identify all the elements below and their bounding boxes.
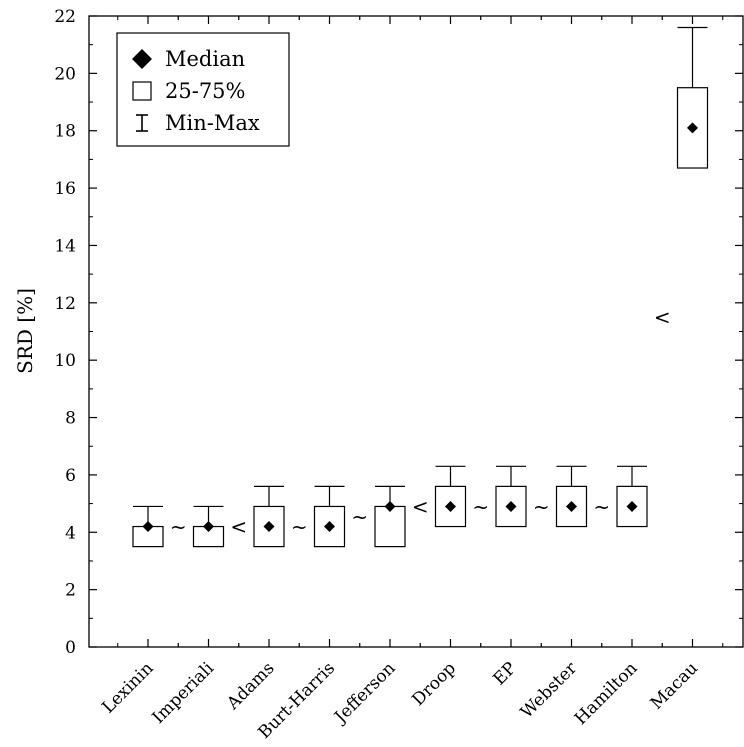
- y-tick-label: 18: [54, 122, 76, 142]
- x-tick-label: Lexinin: [98, 658, 157, 717]
- median-marker: [324, 521, 335, 533]
- legend-label: 25-75%: [165, 79, 246, 103]
- median-marker: [566, 500, 577, 512]
- box-imperiali: [192, 505, 225, 548]
- x-tick-label: EP: [490, 658, 521, 689]
- y-tick-label: 8: [65, 409, 76, 429]
- median-marker: [626, 500, 638, 512]
- box-burt-harris: [313, 485, 346, 548]
- y-tick-label: 14: [54, 236, 76, 256]
- relation-symbol: ~: [291, 515, 308, 539]
- y-tick-label: 16: [54, 179, 76, 199]
- legend-label: Median: [165, 47, 245, 71]
- y-axis-title: SRD [%]: [13, 288, 37, 374]
- median-marker: [263, 521, 275, 533]
- y-tick-label: 20: [54, 64, 76, 84]
- legend-entry: Median: [132, 47, 245, 71]
- relation-symbols: ~ < ~ ~ < ~ ~ ~ <: [170, 305, 671, 538]
- box-series: [132, 26, 709, 548]
- x-tick-label: Jefferson: [329, 658, 399, 728]
- median-marker: [142, 521, 154, 533]
- iqr-box: [374, 505, 406, 548]
- y-tick-label: 22: [54, 7, 76, 27]
- box-jefferson: [374, 485, 406, 548]
- median-marker: [505, 500, 517, 512]
- x-tick-label: Hamilton: [571, 658, 642, 729]
- legend-label: Min-Max: [165, 111, 260, 135]
- legend-entry: Min-Max: [136, 111, 260, 135]
- box-macau: [676, 26, 709, 169]
- legend-box-symbol: [132, 81, 152, 101]
- box-lexinin: [132, 505, 164, 548]
- relation-symbol: <: [412, 494, 429, 518]
- relation-symbol: <: [654, 305, 671, 329]
- box-adams: [253, 485, 285, 548]
- median-marker: [203, 521, 214, 533]
- y-tick-label: 4: [65, 523, 76, 543]
- y-tick-label: 10: [54, 351, 76, 371]
- y-tick-label: 0: [65, 638, 76, 658]
- x-tick-label: Droop: [408, 658, 460, 710]
- box-hamilton: [616, 465, 648, 528]
- relation-symbol: <: [230, 515, 247, 539]
- relation-symbol: ~: [472, 494, 489, 518]
- relation-symbol: ~: [351, 504, 368, 528]
- legend: Median 25-75% Min-Max: [116, 32, 290, 147]
- x-tick-label: Macau: [647, 658, 702, 713]
- y-axis: 0 2 4 6 8 10 12 14 16 18 20 22: [54, 7, 743, 658]
- legend-entry: 25-75%: [132, 79, 246, 103]
- y-tick-label: 12: [54, 294, 76, 314]
- median-marker: [445, 500, 456, 512]
- box-webster: [555, 465, 588, 528]
- median-marker: [687, 122, 698, 134]
- x-tick-label: Adams: [223, 658, 279, 714]
- x-tick-label: Imperiali: [148, 658, 218, 728]
- relation-symbol: ~: [170, 515, 187, 539]
- relation-symbol: ~: [533, 494, 550, 518]
- box-droop: [434, 465, 467, 528]
- box-ep: [495, 465, 527, 528]
- y-tick-label: 6: [65, 466, 76, 486]
- median-marker: [384, 500, 396, 512]
- relation-symbol: ~: [593, 494, 610, 518]
- y-tick-label: 2: [65, 581, 76, 601]
- legend-median-symbol: [132, 49, 152, 69]
